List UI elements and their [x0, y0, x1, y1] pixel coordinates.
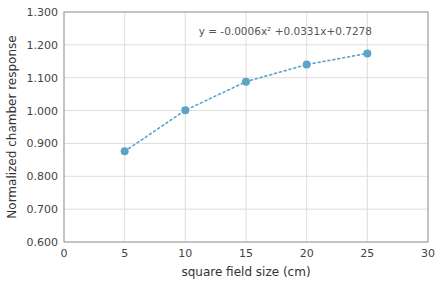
plot-background — [64, 12, 428, 242]
y-grid-line — [64, 176, 428, 177]
chart: 0 5 10 15 20 25 30 0.600 0.700 0.800 0.900 1.000 1.1… — [0, 0, 444, 284]
y-tick-label: 0.800 — [27, 170, 59, 183]
x-axis-label: square field size (cm) — [181, 265, 310, 279]
y-tick-label: 1.000 — [27, 105, 59, 118]
series-line — [125, 53, 368, 151]
data-point — [181, 106, 189, 114]
x-grid-line — [306, 12, 307, 242]
data-point — [121, 147, 129, 155]
y-grid-line — [64, 110, 428, 111]
y-tick-label: 0.900 — [27, 137, 59, 150]
x-grid-line — [185, 12, 186, 242]
grid — [64, 12, 428, 242]
x-tick-label: 20 — [300, 247, 314, 260]
x-tick-label: 10 — [178, 247, 192, 260]
x-tick-label: 30 — [421, 247, 435, 260]
x-tick-label: 0 — [61, 247, 68, 260]
data-point — [242, 78, 250, 86]
data-point — [363, 49, 371, 57]
y-tick-label: 1.100 — [27, 72, 59, 85]
y-tick-label: 0.700 — [27, 203, 59, 216]
x-grid-line — [124, 12, 125, 242]
data-point — [303, 61, 311, 69]
annotation: y = -0.0006x² +0.0331x+0.7278 — [199, 25, 372, 37]
x-tick-label: 25 — [360, 247, 374, 260]
y-grid-line — [64, 143, 428, 144]
x-grid-line — [367, 12, 368, 242]
y-tick-label: 1.200 — [27, 39, 59, 52]
x-grid-line — [246, 12, 247, 242]
data — [121, 49, 372, 155]
x-tick-label: 15 — [239, 247, 253, 260]
y-tick-label: 1.300 — [27, 6, 59, 19]
y-tick-label: 0.600 — [27, 236, 59, 249]
axes: 0 5 10 15 20 25 30 0.600 0.700 0.800 0.900 1.000 1.1… — [27, 6, 436, 260]
x-tick-label: 5 — [121, 247, 128, 260]
plot-frame — [64, 12, 428, 242]
y-grid-line — [64, 44, 428, 45]
y-axis-label: Normalized chamber response — [5, 35, 19, 218]
y-grid-line — [64, 209, 428, 210]
